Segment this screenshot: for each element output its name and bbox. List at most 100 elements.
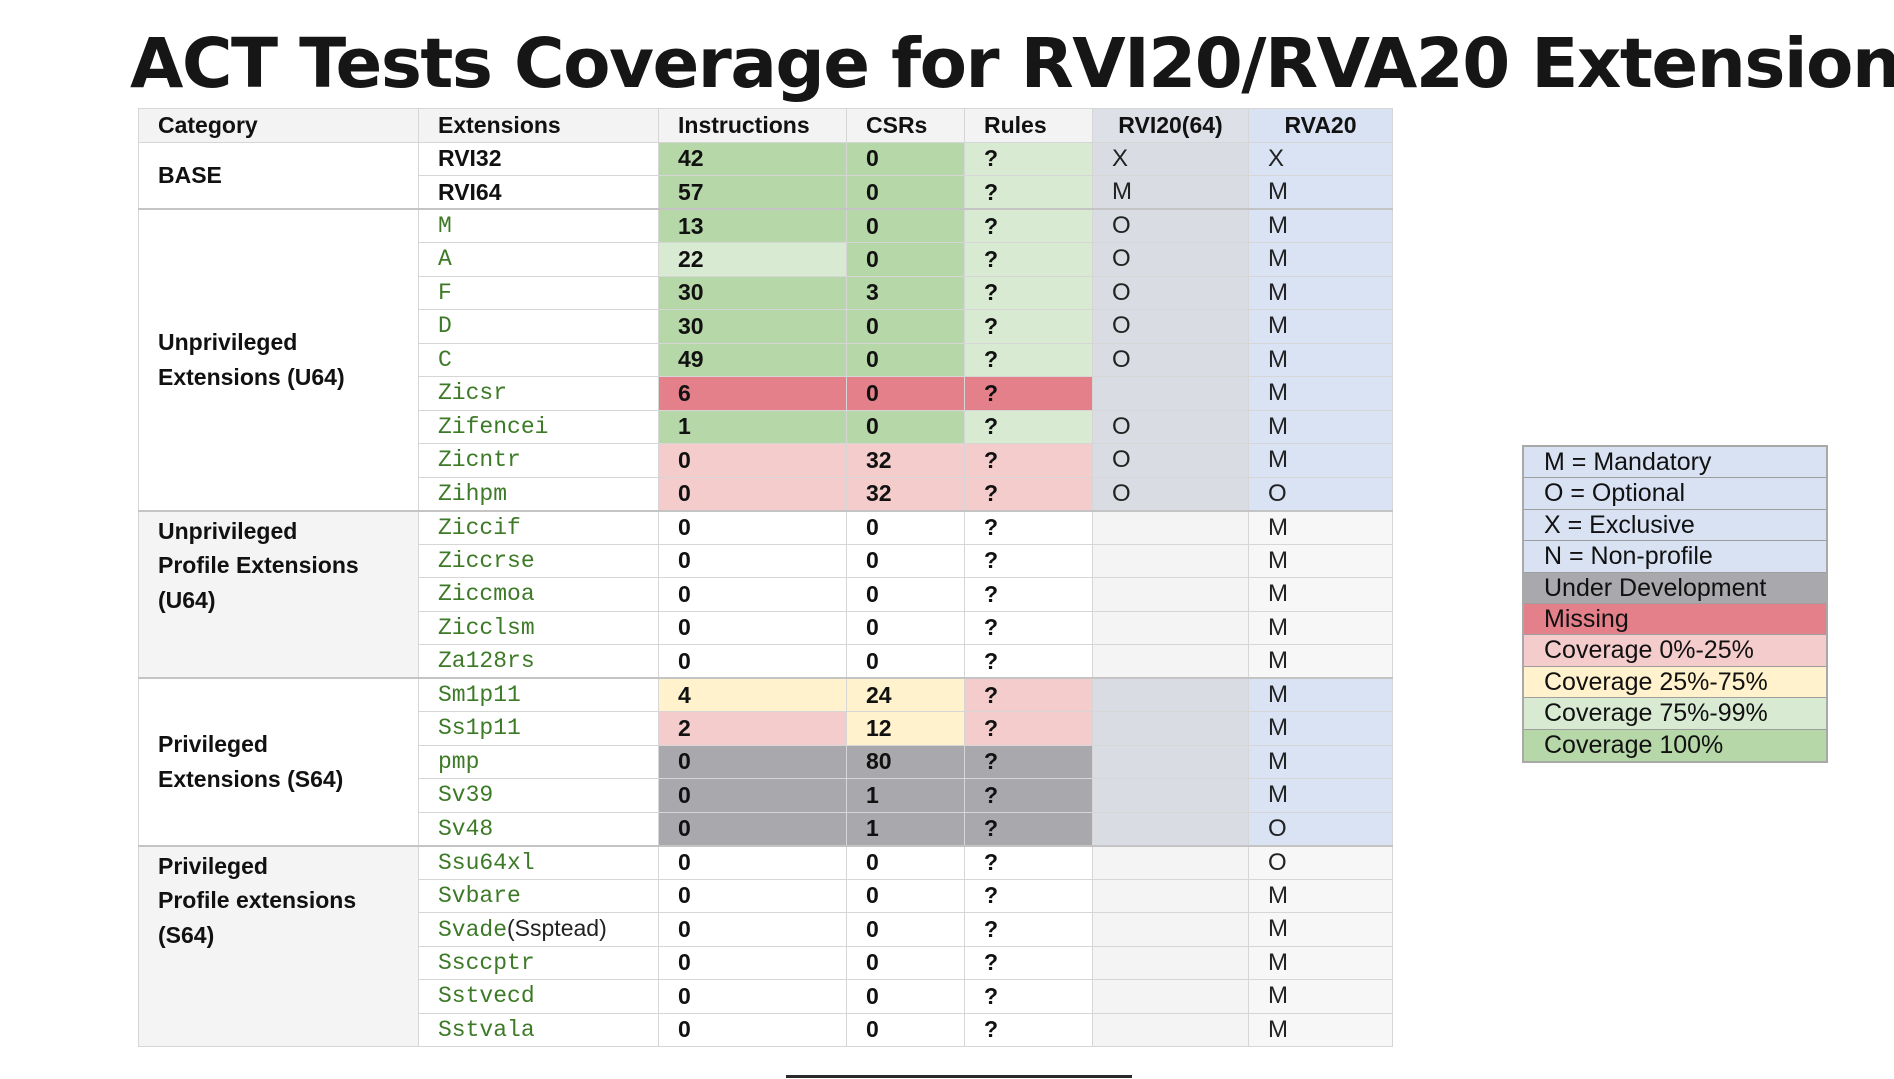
rva20-cell: M	[1248, 778, 1393, 813]
csrs-cell: 0	[846, 242, 965, 277]
extension-cell: Ss1p11	[418, 711, 659, 746]
instructions-cell: 0	[658, 509, 847, 545]
table-row: D 30 0 ? O M	[139, 309, 1393, 344]
category-label: Extensions (S64)	[158, 765, 344, 792]
header-rvi20: RVI20(64)	[1092, 108, 1249, 143]
csrs-cell: 0	[846, 141, 965, 176]
legend-item-mandatory: M = Mandatory	[1524, 447, 1826, 479]
table-row: Sv48 0 1 ? O	[139, 811, 1393, 846]
rva20-cell: M	[1248, 577, 1393, 612]
rva20-cell: M	[1248, 509, 1393, 545]
rvi20-cell	[1092, 811, 1249, 846]
rvi20-cell	[1092, 509, 1249, 545]
instructions-cell: 6	[658, 376, 847, 411]
extension-cell: C	[418, 342, 659, 377]
rva20-cell: M	[1248, 443, 1393, 478]
csrs-cell: 1	[846, 778, 965, 813]
instructions-cell: 0	[658, 476, 847, 511]
legend-item-coverage-0-25: Coverage 0%-25%	[1524, 635, 1826, 667]
extension-alias: (Ssptead)	[507, 915, 607, 942]
instructions-cell: 0	[658, 811, 847, 846]
rva20-cell: M	[1248, 309, 1393, 344]
rvi20-cell	[1092, 543, 1249, 578]
rules-cell: ?	[964, 509, 1093, 545]
csrs-cell: 32	[846, 476, 965, 511]
csrs-cell: 12	[846, 711, 965, 746]
csrs-cell: 0	[846, 844, 965, 880]
instructions-cell: 0	[658, 878, 847, 913]
csrs-cell: 80	[846, 744, 965, 779]
rules-cell: ?	[964, 677, 1093, 712]
rvi20-cell	[1092, 844, 1249, 880]
rvi20-cell	[1092, 644, 1249, 679]
rvi20-cell	[1092, 878, 1249, 913]
rvi20-cell	[1092, 677, 1249, 712]
table-row: Ziccrse 0 0 ? M	[139, 543, 1393, 578]
rules-cell: ?	[964, 644, 1093, 679]
rules-cell: ?	[964, 744, 1093, 779]
rvi20-cell: O	[1092, 476, 1249, 511]
rvi20-cell: O	[1092, 443, 1249, 478]
extension-name: Svade	[438, 917, 508, 944]
legend-item-missing: Missing	[1524, 603, 1826, 636]
legend-item-non-profile: N = Non-profile	[1524, 541, 1826, 573]
rvi20-cell	[1092, 376, 1249, 411]
rva20-cell: O	[1248, 811, 1393, 846]
rvi20-cell	[1092, 979, 1249, 1014]
category-base: BASE	[138, 141, 419, 210]
csrs-cell: 0	[846, 878, 965, 913]
table-row: Sstvala 0 0 ? M	[139, 1012, 1393, 1047]
rva20-cell: M	[1248, 945, 1393, 980]
extension-cell: Sstvala	[418, 1012, 659, 1047]
instructions-cell: 0	[658, 1012, 847, 1047]
rules-cell: ?	[964, 610, 1093, 645]
csrs-cell: 0	[846, 409, 965, 444]
instructions-cell: 0	[658, 979, 847, 1014]
rvi20-cell: O	[1092, 409, 1249, 444]
table-row: Ss1p11 2 12 ? M	[139, 711, 1393, 746]
coverage-table: Category Extensions Instructions CSRs Ru…	[138, 108, 1393, 1047]
rva20-cell: M	[1248, 208, 1393, 243]
csrs-cell: 0	[846, 376, 965, 411]
table-row: Ziccmoa 0 0 ? M	[139, 577, 1393, 612]
instructions-cell: 30	[658, 275, 847, 310]
instructions-cell: 57	[658, 175, 847, 210]
rules-cell: ?	[964, 543, 1093, 578]
rvi20-cell	[1092, 1012, 1249, 1047]
category-privileged-profile: Privileged Profile extensions (S64)	[138, 844, 419, 1047]
rva20-cell: M	[1248, 711, 1393, 746]
extension-cell: Sstvecd	[418, 979, 659, 1014]
csrs-cell: 0	[846, 912, 965, 947]
extension-cell: pmp	[418, 744, 659, 779]
rules-cell: ?	[964, 409, 1093, 444]
category-label: Profile extensions	[158, 887, 357, 913]
instructions-cell: 0	[658, 778, 847, 813]
extension-cell: Za128rs	[418, 644, 659, 679]
rules-cell: ?	[964, 945, 1093, 980]
extension-cell: Zihpm	[418, 476, 659, 511]
rvi20-cell: O	[1092, 275, 1249, 310]
category-label: (S64)	[158, 921, 215, 948]
header-instructions: Instructions	[658, 108, 847, 143]
csrs-cell: 24	[846, 677, 965, 712]
instructions-cell: 0	[658, 744, 847, 779]
extension-cell: Zicsr	[418, 376, 659, 411]
rva20-cell: M	[1248, 242, 1393, 277]
table-row: Zicsr 6 0 ? M	[139, 376, 1393, 411]
rules-cell: ?	[964, 208, 1093, 243]
table-row: Sstvecd 0 0 ? M	[139, 979, 1393, 1014]
rvi20-cell	[1092, 744, 1249, 779]
csrs-cell: 0	[846, 1012, 965, 1047]
extension-cell: F	[418, 275, 659, 310]
table-row: Zicntr 0 32 ? O M	[139, 443, 1393, 478]
rvi20-cell	[1092, 945, 1249, 980]
rvi20-cell: O	[1092, 309, 1249, 344]
rvi20-cell	[1092, 912, 1249, 947]
csrs-cell: 0	[846, 342, 965, 377]
instructions-cell: 0	[658, 945, 847, 980]
rules-cell: ?	[964, 443, 1093, 478]
rva20-cell: M	[1248, 744, 1393, 779]
csrs-cell: 0	[846, 175, 965, 210]
rva20-cell: M	[1248, 912, 1393, 947]
